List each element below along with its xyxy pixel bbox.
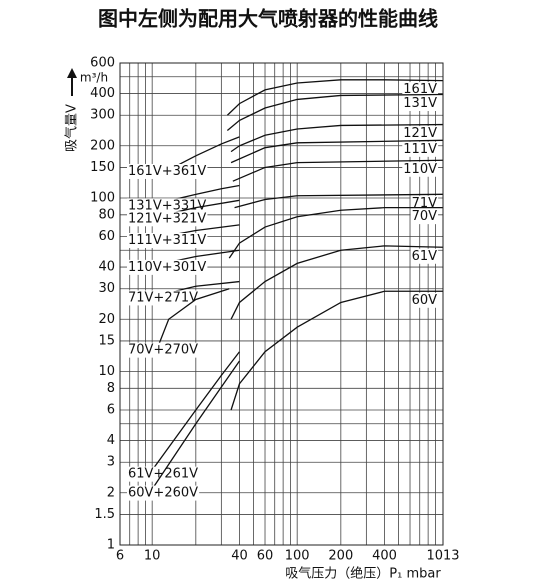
series-label: 161V: [403, 82, 437, 97]
label-bg: [402, 82, 439, 98]
series-label: 60V: [412, 293, 438, 308]
chart-title: 图中左侧为配用大气喷射器的性能曲线: [98, 7, 438, 31]
plot-frame: [119, 62, 444, 546]
series-label: 121V+321V: [128, 211, 206, 226]
label-bg: [127, 342, 200, 358]
x-tick-label: 1013: [426, 549, 459, 564]
y-tick-label: 400: [90, 86, 115, 101]
curve: [173, 136, 240, 169]
label-bg: [127, 232, 208, 248]
curve: [230, 245, 444, 320]
series-label: 71V+271V: [128, 290, 198, 305]
series-label: 131V: [403, 96, 437, 111]
curve: [226, 79, 444, 116]
x-tick-label: 10: [144, 549, 161, 564]
curve: [151, 351, 240, 471]
curve: [157, 288, 230, 347]
series-label: 161V+361V: [128, 164, 206, 179]
y-tick-label: 2: [107, 485, 115, 500]
curve: [230, 290, 443, 411]
series-label: 111V: [403, 142, 437, 157]
y-tick-label: 3: [107, 455, 115, 470]
y-tick-label: 1.5: [94, 507, 115, 522]
y-unit: m³/h: [80, 71, 108, 85]
series-label: 110V+301V: [128, 260, 206, 275]
y-tick-label: 10: [98, 364, 115, 379]
curve: [230, 139, 444, 164]
label-bg: [127, 290, 200, 306]
y-tick-label: 40: [98, 260, 115, 275]
label-bg: [402, 126, 439, 142]
series-label: 110V: [403, 162, 437, 177]
series-label: 121V: [403, 126, 437, 141]
label-bg: [410, 209, 439, 225]
x-tick-label: 60: [257, 549, 274, 564]
series-label: 60V+260V: [128, 486, 198, 501]
series-label: 70V+270V: [128, 343, 198, 358]
curve: [228, 206, 443, 259]
y-tick-label: 150: [90, 160, 115, 175]
y-tick-label: 8: [107, 381, 115, 396]
curve: [234, 193, 444, 209]
label-bg: [410, 248, 439, 264]
series-label: 61V+261V: [128, 467, 198, 482]
label-bg: [127, 485, 200, 501]
x-tick-label: 400: [372, 549, 397, 564]
label-bg: [410, 292, 439, 308]
series-label: 61V: [412, 249, 438, 264]
y-tick-label: 60: [98, 229, 115, 244]
y-tick-label: 30: [98, 281, 115, 296]
y-tick-label: 200: [90, 138, 115, 153]
label-bg: [402, 141, 439, 157]
curve: [232, 159, 444, 182]
y-tick-label: 4: [107, 433, 115, 448]
series-label: 111V+311V: [128, 233, 206, 248]
y-tick-label: 6: [107, 402, 115, 417]
curve: [230, 123, 444, 153]
series-label: 70V: [412, 209, 438, 224]
curve: [151, 360, 241, 490]
y-tick-label: 1: [107, 538, 115, 553]
label-bg: [127, 466, 200, 482]
x-tick-label: 200: [328, 549, 353, 564]
x-axis-label: 吸气压力（绝压）P₁ mbar: [285, 566, 441, 581]
y-axis-label: 吸气量V: [64, 104, 80, 152]
x-tick-label: 40: [231, 549, 248, 564]
curve: [226, 93, 444, 131]
y-tick-label: 600: [90, 56, 115, 71]
label-bg: [402, 161, 439, 177]
y-arrow-head: [67, 68, 77, 78]
x-tick-label: 100: [285, 549, 310, 564]
label-bg: [402, 95, 439, 111]
y-tick-label: 300: [90, 108, 115, 123]
label-bg: [127, 211, 208, 227]
curve: [163, 184, 240, 203]
x-tick-label: 6: [116, 549, 124, 564]
label-bg: [127, 259, 208, 275]
y-tick-label: 20: [98, 312, 115, 327]
label-bg: [127, 163, 208, 179]
y-tick-label: 80: [98, 207, 115, 222]
y-tick-label: 100: [90, 191, 115, 206]
y-tick-label: 15: [98, 333, 115, 348]
